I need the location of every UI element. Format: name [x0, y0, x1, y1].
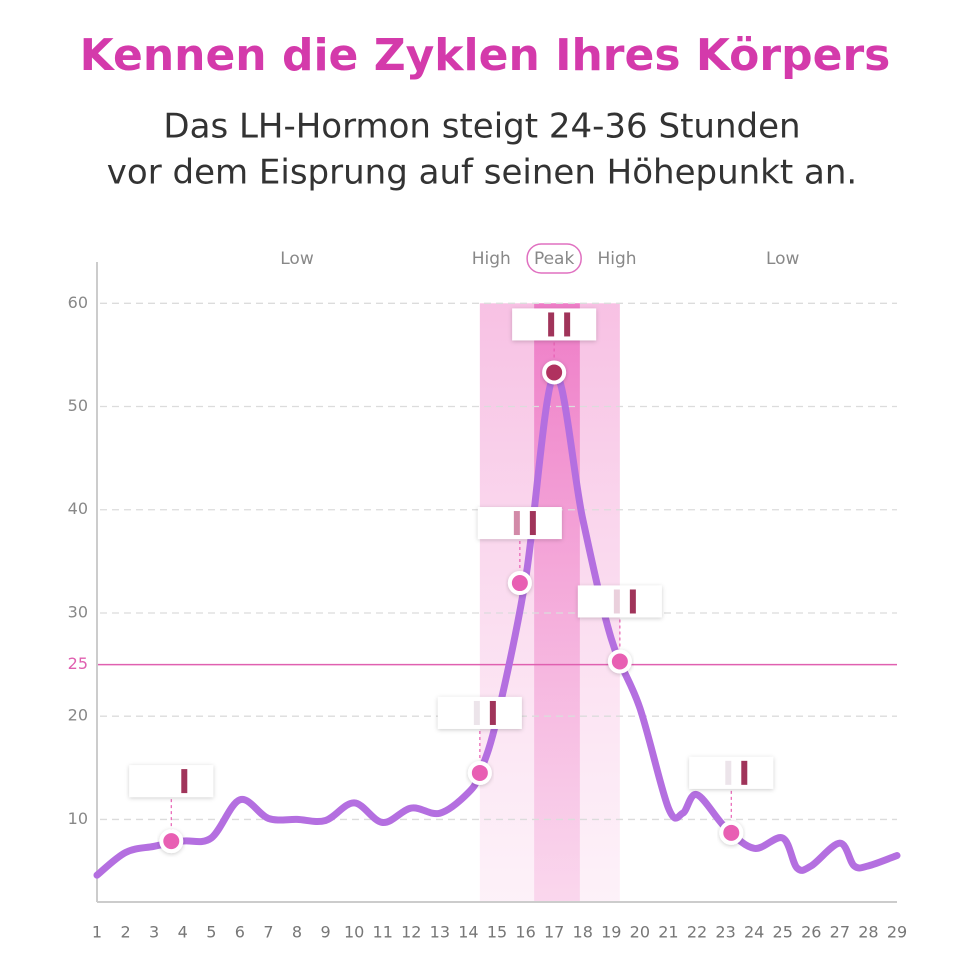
x-tick-label: 25: [773, 923, 793, 942]
control-line: [489, 700, 496, 725]
x-tick-label: 29: [887, 923, 907, 942]
x-tick-label: 8: [292, 923, 302, 942]
control-line: [741, 760, 748, 785]
x-tick-label: 2: [120, 923, 130, 942]
test-point: [607, 649, 632, 674]
zone-label: Peak: [534, 249, 575, 269]
test-strip: [437, 696, 522, 729]
x-tick-label: 18: [573, 923, 593, 942]
control-line: [564, 312, 571, 337]
test-line: [513, 511, 520, 536]
y-tick-label: 50: [68, 396, 88, 415]
test-point: [467, 760, 492, 785]
control-line: [629, 589, 636, 614]
x-tick-label: 20: [630, 923, 650, 942]
x-tick-label: 28: [858, 923, 878, 942]
x-tick-label: 9: [320, 923, 330, 942]
subtitle: vor dem Eisprung auf seinen Höhepunkt an…: [107, 153, 857, 193]
test-strip: [477, 507, 562, 540]
x-tick-label: 14: [458, 923, 478, 942]
control-line: [181, 769, 188, 794]
y-tick-label: 60: [68, 293, 88, 312]
x-tick-label: 11: [373, 923, 393, 942]
y-tick-label: 20: [68, 706, 88, 725]
control-line: [529, 511, 536, 536]
test-line: [473, 700, 480, 725]
y-tick-label: 10: [68, 809, 88, 828]
test-line: [725, 760, 732, 785]
x-tick-label: 7: [263, 923, 273, 942]
x-tick-label: 4: [178, 923, 188, 942]
x-tick-label: 15: [487, 923, 507, 942]
x-tick-label: 13: [430, 923, 450, 942]
test-point: [542, 360, 567, 385]
x-tick-label: 27: [830, 923, 850, 942]
test-line: [165, 769, 172, 794]
x-tick-label: 1: [92, 923, 102, 942]
x-tick-label: 17: [544, 923, 564, 942]
threshold-label: 25: [68, 654, 88, 673]
x-tick-label: 19: [601, 923, 621, 942]
test-point: [159, 829, 184, 854]
x-tick-label: 10: [344, 923, 364, 942]
test-line: [613, 589, 620, 614]
test-line: [548, 312, 555, 337]
test-point: [719, 820, 744, 845]
test-point: [507, 571, 532, 596]
x-tick-label: 21: [658, 923, 678, 942]
x-tick-label: 16: [515, 923, 535, 942]
zone-label: High: [597, 249, 636, 269]
zone-label: Low: [280, 249, 314, 269]
x-tick-label: 3: [149, 923, 159, 942]
x-tick-label: 12: [401, 923, 421, 942]
peak-band: [534, 303, 580, 903]
x-tick-label: 24: [744, 923, 764, 942]
x-tick-label: 26: [801, 923, 821, 942]
zone-label: Low: [766, 249, 800, 269]
x-tick-label: 5: [206, 923, 216, 942]
y-tick-label: 30: [68, 602, 88, 621]
peak-pill: [526, 243, 582, 274]
x-tick-label: 22: [687, 923, 707, 942]
zone-label: High: [472, 249, 511, 269]
x-tick-label: 23: [715, 923, 735, 942]
line: [93, 370, 901, 879]
subtitle: Das LH-Hormon steigt 24-36 Stunden: [163, 107, 800, 147]
x-tick-label: 6: [235, 923, 245, 942]
y-tick-label: 40: [68, 499, 88, 518]
chart-title: Kennen die Zyklen Ihres Körpers: [80, 30, 891, 81]
